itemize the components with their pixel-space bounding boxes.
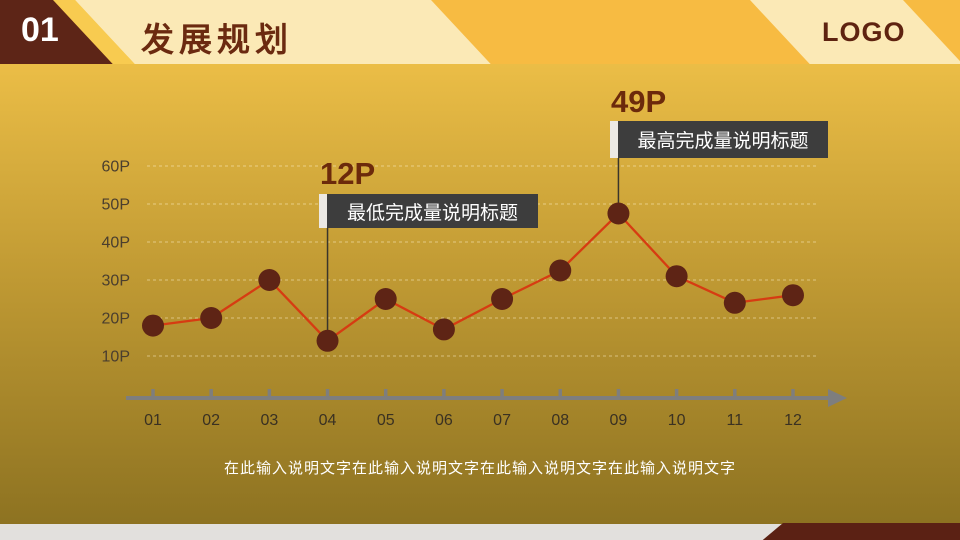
svg-text:30P: 30P [102, 273, 130, 290]
svg-text:11: 11 [726, 412, 743, 429]
svg-text:20P: 20P [102, 311, 130, 328]
annotation-min-value-label: 12P [320, 156, 376, 191]
svg-text:12: 12 [784, 412, 802, 429]
footer-accent-shape [762, 523, 960, 540]
svg-text:07: 07 [493, 412, 511, 429]
annotation-max-title: 最高完成量说明标题 [637, 131, 809, 152]
svg-text:10: 10 [668, 412, 686, 429]
annotation-max-callout: 最高完成量说明标题 [610, 121, 828, 158]
svg-text:04: 04 [319, 412, 337, 429]
svg-text:02: 02 [202, 412, 220, 429]
svg-text:03: 03 [260, 412, 278, 429]
page-title: 发展规划 [141, 21, 293, 58]
annotation-max-value-label: 49P [611, 84, 667, 119]
logo-text: LOGO [822, 17, 906, 47]
svg-text:40P: 40P [102, 235, 130, 252]
section-number: 01 [21, 11, 59, 49]
annotation-min-callout: 最低完成量说明标题 [319, 194, 538, 228]
svg-text:05: 05 [377, 412, 395, 429]
svg-text:50P: 50P [102, 197, 130, 214]
svg-text:08: 08 [551, 412, 569, 429]
description-text: 在此输入说明文字在此输入说明文字在此输入说明文字在此输入说明文字 [223, 460, 736, 477]
svg-text:60P: 60P [102, 159, 130, 176]
svg-text:09: 09 [610, 412, 628, 429]
callout-accent-bar [610, 121, 618, 158]
footer-bar [0, 524, 960, 540]
svg-text:06: 06 [435, 412, 453, 429]
svg-text:01: 01 [144, 412, 162, 429]
callout-accent-bar [319, 194, 327, 228]
annotation-min-title: 最低完成量说明标题 [346, 202, 518, 224]
svg-text:10P: 10P [102, 349, 130, 366]
